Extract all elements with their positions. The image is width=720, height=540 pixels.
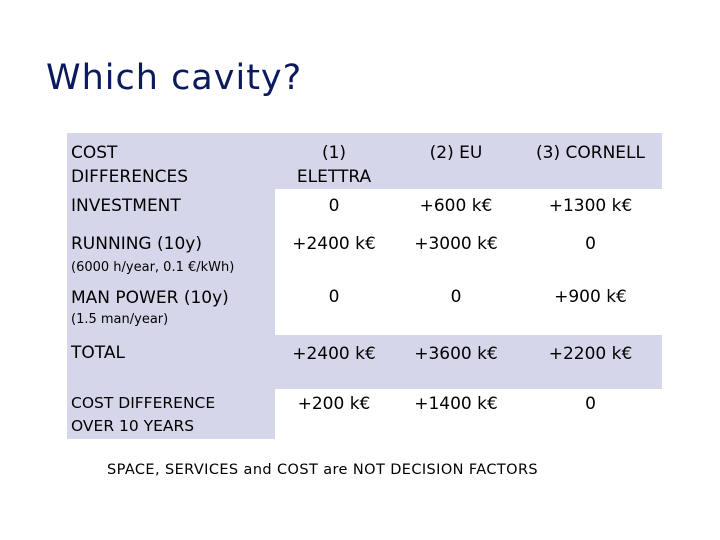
column-header-cornell: (3) CORNELL [519,141,662,165]
header-row-shade [275,133,662,189]
value-investment-cornell: +1300 k€ [548,196,633,216]
header-row-label-line2: DIFFERENCES [71,167,189,187]
row-label-cost-difference-line1: COST DIFFERENCE [71,394,216,412]
value-costdiff-cornell: 0 [585,394,596,414]
row-label-investment: INVESTMENT [71,196,181,216]
cost-table: COST DIFFERENCES (1) ELETTRA (2) EU (3) … [67,133,662,439]
total-row-shade [275,335,662,389]
value-running-eu: +3000 k€ [414,234,498,254]
row-sublabel-running: (6000 h/year, 0.1 €/kWh) [71,260,235,275]
value-total-elettra: +2400 k€ [292,344,376,364]
header-row-label: COST DIFFERENCES [71,141,188,189]
row-label-total: TOTAL [71,343,125,363]
column-header-eu-line1: (2) EU [429,143,483,163]
value-running-cornell: 0 [585,234,596,254]
value-investment-eu: +600 k€ [419,196,493,216]
value-manpower-cornell: +900 k€ [554,287,627,307]
value-costdiff-eu: +1400 k€ [414,394,498,414]
slide-title: Which cavity? [46,58,303,98]
column-header-elettra-line2: ELETTRA [296,167,372,187]
value-running-elettra: +2400 k€ [292,234,376,254]
value-manpower-elettra: 0 [328,287,340,307]
row-sublabel-manpower: (1.5 man/year) [71,312,169,327]
value-costdiff-elettra: +200 k€ [297,394,371,414]
column-header-eu: (2) EU [393,141,519,165]
value-total-cornell: +2200 k€ [548,344,633,364]
row-label-cost-difference: COST DIFFERENCE OVER 10 YEARS [71,392,215,438]
label-column-shade [67,133,275,439]
row-label-running: RUNNING (10y) [71,234,202,254]
column-header-elettra-line1: (1) [321,143,347,163]
header-row-label-line1: COST [71,143,118,163]
column-header-cornell-line1: (3) CORNELL [536,143,645,163]
row-label-manpower: MAN POWER (10y) [71,288,229,308]
column-header-elettra: (1) ELETTRA [275,141,393,189]
value-total-eu: +3600 k€ [414,344,498,364]
value-manpower-eu: 0 [450,287,462,307]
row-label-cost-difference-line2: OVER 10 YEARS [71,417,195,435]
value-investment-elettra: 0 [328,196,340,216]
footer-note: SPACE, SERVICES and COST are NOT DECISIO… [107,462,539,478]
